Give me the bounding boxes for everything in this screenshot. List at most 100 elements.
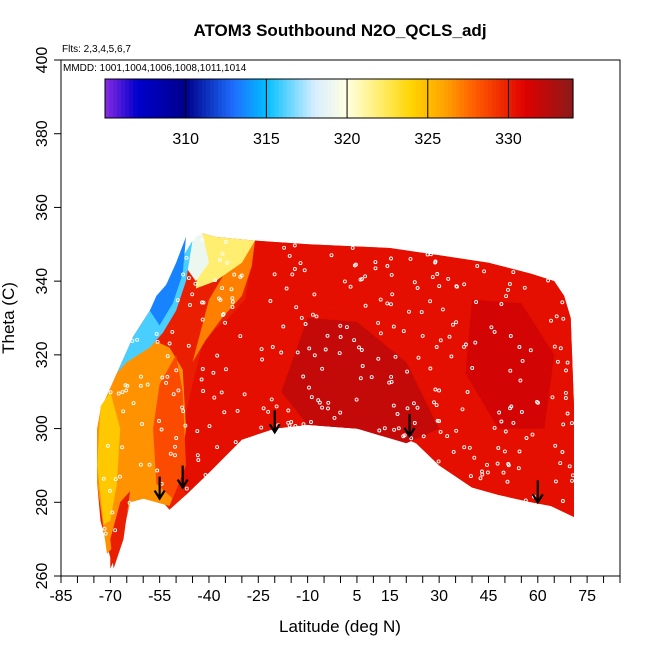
colorbar: 310 315 320 325 330 xyxy=(104,78,574,148)
colorbar-cell xyxy=(500,79,506,118)
colorbar-cell xyxy=(439,79,445,118)
sample-marker xyxy=(473,340,478,345)
colorbar-cell xyxy=(367,79,372,118)
colorbar-cell xyxy=(201,79,207,118)
sample-marker xyxy=(492,329,497,334)
sample-marker xyxy=(293,423,298,428)
sample-marker xyxy=(396,426,401,431)
colorbar-cell xyxy=(359,79,364,118)
sample-marker xyxy=(215,445,220,450)
colorbar-cell xyxy=(322,79,328,118)
sample-marker xyxy=(554,314,559,319)
sample-marker xyxy=(103,531,108,536)
colorbar-cell xyxy=(266,79,272,118)
colorbar-cell xyxy=(488,79,493,118)
sample-marker xyxy=(220,251,225,256)
sample-marker xyxy=(523,498,528,503)
colorbar-cell xyxy=(161,79,167,118)
colorbar-tick-label-4: 330 xyxy=(495,131,522,148)
colorbar-cell xyxy=(258,79,263,118)
x-tick-label: -55 xyxy=(148,588,171,605)
sample-marker xyxy=(552,344,557,349)
colorbar-cell xyxy=(492,79,497,118)
colorbar-cell xyxy=(460,79,465,118)
sample-marker xyxy=(274,404,279,409)
sample-marker xyxy=(446,276,451,281)
sample-marker xyxy=(286,408,291,413)
sample-marker xyxy=(462,282,467,287)
x-tick-label: 15 xyxy=(381,588,399,605)
sample-marker xyxy=(170,329,175,334)
sample-marker xyxy=(438,338,443,343)
sample-marker xyxy=(428,366,433,371)
sample-marker xyxy=(186,276,191,281)
sample-marker xyxy=(505,479,510,484)
sample-marker xyxy=(352,338,357,343)
sample-marker xyxy=(325,333,330,338)
x-axis-label: Latitude (deg N) xyxy=(279,617,401,636)
sample-marker xyxy=(261,406,266,411)
sample-marker xyxy=(130,338,135,343)
sample-marker xyxy=(492,425,497,430)
sample-marker xyxy=(184,486,189,491)
x-tick-label: 30 xyxy=(430,588,448,605)
sample-marker xyxy=(437,284,442,289)
sample-marker xyxy=(125,383,130,388)
colorbar-cell xyxy=(403,79,409,118)
sample-marker xyxy=(416,355,421,360)
sample-marker xyxy=(201,389,206,393)
sample-marker xyxy=(181,409,186,414)
sample-marker xyxy=(193,281,198,286)
sample-marker xyxy=(560,450,565,454)
y-axis: 260 280 300 320 340 360 380 400 xyxy=(34,47,61,589)
sample-marker xyxy=(215,353,220,358)
colorbar-cell xyxy=(407,79,413,118)
sample-marker xyxy=(472,455,477,460)
colorbar-cell xyxy=(222,79,227,118)
sample-marker xyxy=(127,500,132,505)
sample-marker xyxy=(435,418,440,423)
colorbar-tick-label-0: 310 xyxy=(172,131,199,148)
colorbar-cell xyxy=(314,79,320,118)
sample-marker xyxy=(272,272,277,277)
sample-marker xyxy=(302,268,307,273)
colorbar-cell xyxy=(540,79,546,118)
sample-marker xyxy=(269,397,274,402)
sample-marker xyxy=(342,279,347,284)
x-tick-label: 75 xyxy=(578,588,596,605)
sample-marker xyxy=(107,488,112,493)
colorbar-cell xyxy=(129,79,134,118)
sample-marker xyxy=(230,305,235,309)
y-axis-label: Theta (C) xyxy=(0,282,18,354)
colorbar-cell xyxy=(564,79,570,118)
sample-marker xyxy=(528,348,533,353)
sample-marker xyxy=(511,270,516,275)
sample-marker xyxy=(445,434,450,439)
sample-marker xyxy=(495,461,500,466)
n2o-field-region-8 xyxy=(195,233,255,289)
colorbar-cell xyxy=(391,79,397,118)
y-tick-label: 340 xyxy=(34,268,51,295)
n2o-field-region-1 xyxy=(281,318,440,444)
colorbar-cell xyxy=(387,79,393,118)
colorbar-cell xyxy=(209,79,215,118)
sample-marker xyxy=(359,348,364,352)
sample-marker xyxy=(463,342,468,347)
colorbar-cell xyxy=(528,79,534,118)
sample-marker xyxy=(467,445,472,450)
colorbar-cell xyxy=(484,79,489,118)
sample-marker xyxy=(116,391,121,396)
sample-marker xyxy=(451,322,455,327)
colorbar-cell xyxy=(274,79,280,118)
colorbar-cell xyxy=(181,79,187,118)
colorbar-cell xyxy=(464,79,469,118)
sample-marker xyxy=(409,436,414,441)
sample-marker xyxy=(123,383,128,388)
colorbar-cell xyxy=(153,79,159,118)
sample-marker xyxy=(320,405,325,410)
sample-marker xyxy=(509,404,514,409)
sample-marker xyxy=(496,446,501,450)
sample-marker xyxy=(570,473,575,478)
colorbar-cell xyxy=(238,79,243,118)
sample-marker xyxy=(316,398,321,403)
